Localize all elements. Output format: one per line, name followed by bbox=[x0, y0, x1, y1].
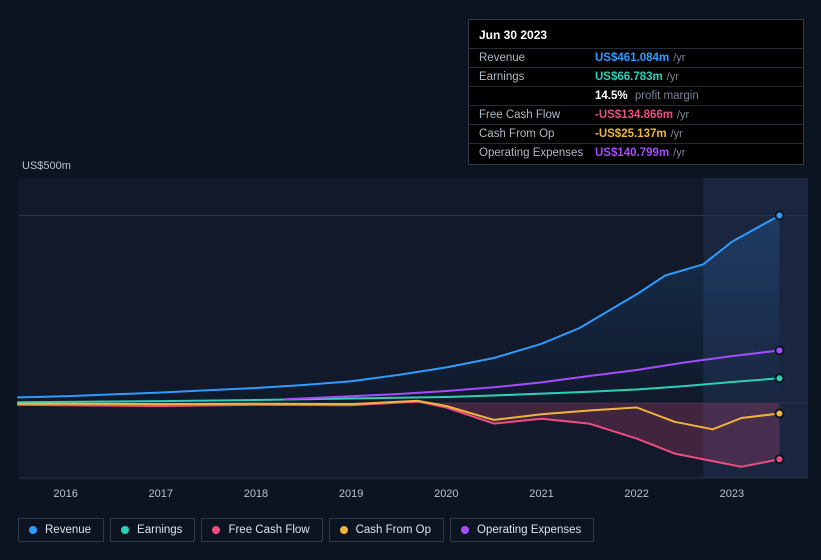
x-tick-label: 2020 bbox=[434, 488, 458, 500]
legend-dot-icon bbox=[461, 526, 469, 534]
tooltip-value: US$66.783m bbox=[595, 71, 663, 83]
x-tick-label: 2021 bbox=[529, 488, 553, 500]
legend-item-cfo[interactable]: Cash From Op bbox=[329, 518, 444, 542]
x-tick-label: 2018 bbox=[244, 488, 268, 500]
tooltip-label: Revenue bbox=[479, 52, 595, 64]
tooltip-suffix: /yr bbox=[671, 128, 683, 140]
legend-dot-icon bbox=[340, 526, 348, 534]
tooltip-label: Cash From Op bbox=[479, 128, 595, 140]
legend-item-revenue[interactable]: Revenue bbox=[18, 518, 104, 542]
legend-dot-icon bbox=[121, 526, 129, 534]
tooltip-value: -US$134.866m bbox=[595, 109, 673, 121]
tooltip-value: US$140.799m bbox=[595, 147, 669, 159]
tooltip-margin-pct: 14.5% bbox=[595, 90, 628, 102]
tooltip-value: -US$25.137m bbox=[595, 128, 667, 140]
x-tick-label: 2017 bbox=[149, 488, 173, 500]
tooltip-suffix: /yr bbox=[677, 109, 689, 121]
legend-label: Operating Expenses bbox=[477, 524, 581, 536]
legend-dot-icon bbox=[29, 526, 37, 534]
tooltip-row-earnings: Earnings US$66.783m /yr bbox=[469, 67, 803, 86]
x-tick-label: 2022 bbox=[624, 488, 648, 500]
tooltip-margin: 14.5% profit margin bbox=[469, 86, 803, 105]
tooltip-suffix: /yr bbox=[673, 147, 685, 159]
tooltip-date: Jun 30 2023 bbox=[469, 26, 803, 48]
x-tick-label: 2019 bbox=[339, 488, 363, 500]
x-tick-label: 2016 bbox=[53, 488, 77, 500]
x-tick-label: 2023 bbox=[720, 488, 744, 500]
legend-label: Earnings bbox=[137, 524, 182, 536]
tooltip-margin-label: profit margin bbox=[635, 90, 699, 102]
tooltip-row-cfo: Cash From Op -US$25.137m /yr bbox=[469, 124, 803, 143]
tooltip-suffix: /yr bbox=[667, 71, 679, 83]
legend-dot-icon bbox=[212, 526, 220, 534]
legend-label: Free Cash Flow bbox=[228, 524, 309, 536]
tooltip-label: Free Cash Flow bbox=[479, 109, 595, 121]
chart-tooltip: Jun 30 2023 Revenue US$461.084m /yr Earn… bbox=[468, 19, 804, 165]
legend-label: Revenue bbox=[45, 524, 91, 536]
tooltip-row-fcf: Free Cash Flow -US$134.866m /yr bbox=[469, 105, 803, 124]
tooltip-value: US$461.084m bbox=[595, 52, 669, 64]
legend-item-opex[interactable]: Operating Expenses bbox=[450, 518, 594, 542]
legend-label: Cash From Op bbox=[356, 524, 431, 536]
tooltip-row-opex: Operating Expenses US$140.799m /yr bbox=[469, 143, 803, 162]
legend-item-fcf[interactable]: Free Cash Flow bbox=[201, 518, 322, 542]
tooltip-row-revenue: Revenue US$461.084m /yr bbox=[469, 48, 803, 67]
tooltip-label: Operating Expenses bbox=[479, 147, 595, 159]
tooltip-suffix: /yr bbox=[673, 52, 685, 64]
chart-legend: Revenue Earnings Free Cash Flow Cash Fro… bbox=[18, 518, 594, 542]
tooltip-label: Earnings bbox=[479, 71, 595, 83]
legend-item-earnings[interactable]: Earnings bbox=[110, 518, 195, 542]
